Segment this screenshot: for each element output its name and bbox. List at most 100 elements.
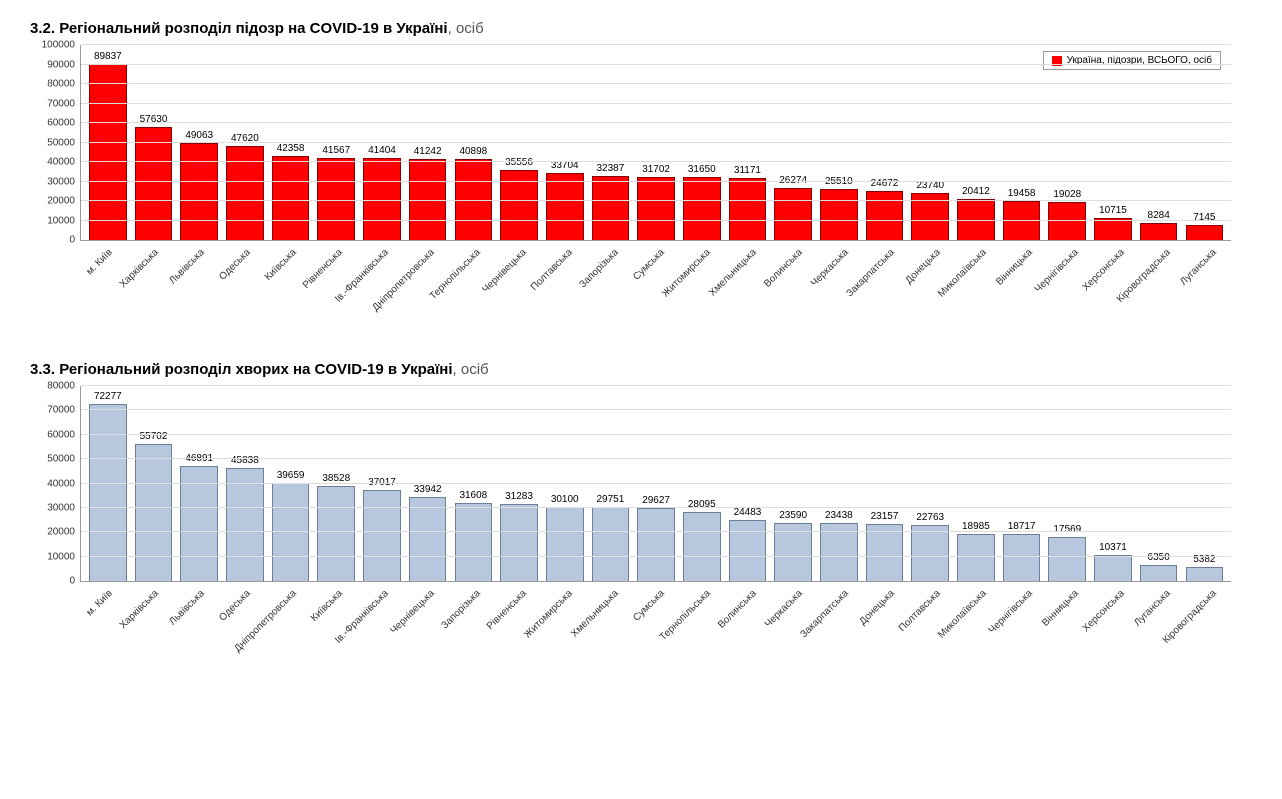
bar xyxy=(89,64,127,240)
bar xyxy=(409,497,447,581)
bar xyxy=(866,191,904,240)
bar-value-label: 7145 xyxy=(1193,212,1215,223)
gridline xyxy=(81,483,1231,484)
bar xyxy=(500,504,538,581)
bar-value-label: 20412 xyxy=(962,186,990,197)
ytick-label: 90000 xyxy=(47,59,81,70)
bar-value-label: 72277 xyxy=(94,391,122,402)
bar-col: 31608 xyxy=(451,386,497,581)
chart-cases: 3.3. Регіональний розподіл хворих на COV… xyxy=(30,361,1252,662)
bar xyxy=(180,143,218,240)
bar-value-label: 33942 xyxy=(414,484,442,495)
category-label: Київська xyxy=(309,588,345,624)
chart1-bars: 8983757630490634762042358415674140441242… xyxy=(81,45,1231,240)
bar-col: 24672 xyxy=(862,45,908,240)
bar-col: 20412 xyxy=(953,45,999,240)
chart2-section-number: 3.3. xyxy=(30,361,55,378)
bar-value-label: 42358 xyxy=(277,143,305,154)
ytick-label: 60000 xyxy=(47,429,81,440)
bar-col: 33942 xyxy=(405,386,451,581)
bar-value-label: 49063 xyxy=(185,130,213,141)
bar-col: 29751 xyxy=(588,386,634,581)
bar xyxy=(1186,567,1224,581)
category-label: м. Київ xyxy=(84,247,114,277)
ytick-label: 30000 xyxy=(47,176,81,187)
bar-col: 25510 xyxy=(816,45,862,240)
bar-col: 7145 xyxy=(1182,45,1228,240)
gridline xyxy=(81,200,1231,201)
bar xyxy=(729,178,767,240)
bar-value-label: 45838 xyxy=(231,455,259,466)
chart1-section-number: 3.2. xyxy=(30,20,55,37)
gridline xyxy=(81,142,1231,143)
bar xyxy=(135,444,173,581)
bar-col: 18985 xyxy=(953,386,999,581)
bar xyxy=(1186,225,1224,240)
bar-col: 19028 xyxy=(1044,45,1090,240)
bar-value-label: 31283 xyxy=(505,491,533,502)
bar-col: 31283 xyxy=(496,386,542,581)
bar-value-label: 47620 xyxy=(231,133,259,144)
bar-value-label: 25510 xyxy=(825,176,853,187)
bar-col: 10371 xyxy=(1090,386,1136,581)
bar-col: 42358 xyxy=(268,45,314,240)
bar-col: 35556 xyxy=(496,45,542,240)
bar-col: 23740 xyxy=(907,45,953,240)
xlabel-cell: Дніпропетровська xyxy=(268,582,314,662)
gridline xyxy=(81,64,1231,65)
bar xyxy=(957,534,995,581)
bar-col: 57630 xyxy=(131,45,177,240)
bar-value-label: 41567 xyxy=(322,145,350,156)
bar xyxy=(135,127,173,240)
bar-value-label: 22763 xyxy=(916,512,944,523)
bar-col: 39659 xyxy=(268,386,314,581)
bar-value-label: 41404 xyxy=(368,145,396,156)
bar xyxy=(683,512,721,581)
gridline xyxy=(81,458,1231,459)
bar-value-label: 30100 xyxy=(551,494,579,505)
chart1-title-main: Регіональний розподіл підозр на COVID-19… xyxy=(59,20,447,37)
bar-col: 28095 xyxy=(679,386,725,581)
bar-col: 33704 xyxy=(542,45,588,240)
bar xyxy=(1048,537,1086,581)
chart2-title-main: Регіональний розподіл хворих на COVID-19… xyxy=(59,361,452,378)
bar-col: 46891 xyxy=(176,386,222,581)
bar-col: 23438 xyxy=(816,386,862,581)
bar xyxy=(820,189,858,240)
bar-col: 89837 xyxy=(85,45,131,240)
gridline xyxy=(81,44,1231,45)
gridline xyxy=(81,103,1231,104)
ytick-label: 40000 xyxy=(47,478,81,489)
bar xyxy=(546,173,584,240)
gridline xyxy=(81,220,1231,221)
bar xyxy=(455,503,493,581)
ytick-label: 100000 xyxy=(42,40,81,51)
bar-col: 26274 xyxy=(770,45,816,240)
category-label: Одеська xyxy=(217,247,253,283)
chart2-title-unit: , осіб xyxy=(453,361,489,378)
bar xyxy=(592,176,630,240)
chart2-wrap: 7227755702468914583839659385283701733942… xyxy=(30,386,1252,662)
chart2-title: 3.3. Регіональний розподіл хворих на COV… xyxy=(30,361,1252,378)
bar-col: 49063 xyxy=(176,45,222,240)
ytick-label: 80000 xyxy=(47,79,81,90)
ytick-label: 80000 xyxy=(47,381,81,392)
bar-col: 72277 xyxy=(85,386,131,581)
bar xyxy=(1094,555,1132,581)
xlabel-cell: Кіровоградська xyxy=(1188,582,1234,662)
gridline xyxy=(81,385,1231,386)
ytick-label: 50000 xyxy=(47,454,81,465)
bar xyxy=(774,188,812,240)
bar-col: 8284 xyxy=(1136,45,1182,240)
bar-col: 29627 xyxy=(633,386,679,581)
chart1-plot-area: Україна, підозри, ВСЬОГО, осіб 898375763… xyxy=(80,45,1231,241)
bar-value-label: 6350 xyxy=(1148,552,1170,563)
bar xyxy=(1094,218,1132,240)
bar-value-label: 31702 xyxy=(642,164,670,175)
xlabel-cell: Львівська xyxy=(176,241,222,321)
ytick-label: 40000 xyxy=(47,157,81,168)
bar xyxy=(317,486,355,581)
bar-value-label: 10715 xyxy=(1099,205,1127,216)
bar xyxy=(272,156,310,240)
bar-col: 18717 xyxy=(999,386,1045,581)
